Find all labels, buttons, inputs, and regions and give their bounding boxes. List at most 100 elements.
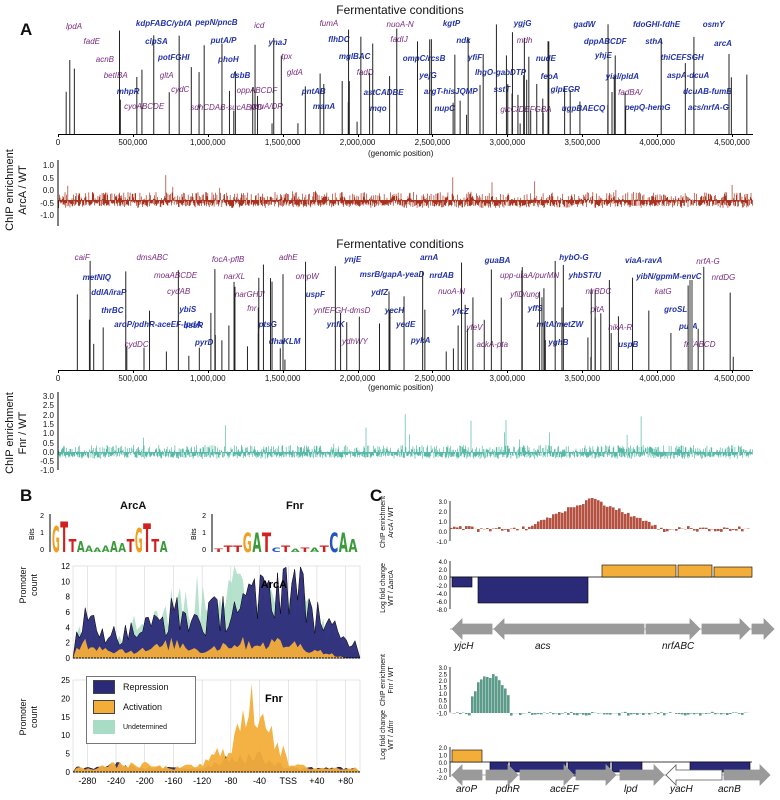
chip-bar	[468, 526, 471, 529]
arca-chip-signal	[57, 160, 753, 226]
axis-tick-label: 2,000,000	[339, 138, 376, 147]
logo-ytick: 0	[202, 547, 206, 554]
chip-bar	[537, 521, 540, 529]
chip-bar	[660, 712, 663, 713]
logo-letter: T	[233, 545, 243, 555]
y-tick-label: 0.0	[439, 530, 448, 536]
gene-label: uspB	[618, 339, 639, 349]
gene-label: yfeV	[466, 323, 483, 333]
legend-swatch	[93, 720, 115, 734]
chip-bar	[678, 713, 681, 715]
chip-bar	[612, 507, 615, 529]
gene-label: viaA-ravA	[625, 256, 663, 266]
gene-label: ydfZ	[371, 288, 389, 298]
gene-label: kdpFABC/ybfA	[135, 19, 192, 29]
legend-activation: Activation	[87, 697, 195, 717]
y-tick-label: 1.5	[42, 419, 54, 429]
gene-label: pykA	[410, 336, 431, 346]
chip-bar	[510, 713, 513, 716]
gene-label: potFGHI	[157, 53, 190, 63]
gene-label: ynfEFGH-dmsD	[313, 305, 371, 315]
gene-label: fumA	[319, 19, 339, 29]
chip-bar	[687, 713, 690, 715]
chip-bar	[465, 713, 468, 715]
gene-label: osmY	[702, 20, 725, 30]
gene-label: ompC/rcsB	[402, 54, 446, 64]
panel-b-label: B	[20, 486, 33, 505]
axis-tick-label: 3,000,000	[489, 374, 526, 383]
legend-swatch	[93, 680, 115, 694]
gene-label: ddlA/iraP	[91, 288, 127, 298]
gene-label: nrdDG	[711, 273, 736, 283]
y-tick-label: -1.0	[40, 211, 54, 220]
gene-arrow	[645, 618, 701, 640]
axis-tick-label: 4,000,000	[639, 374, 675, 383]
gene-label: yfiD/ung	[510, 289, 540, 299]
y-tick-label: 1.0	[439, 754, 448, 760]
logo-letter: G	[52, 520, 60, 561]
gene-label: acnB	[95, 54, 114, 64]
chip-bar	[471, 696, 474, 713]
gene-label: pyrD	[195, 337, 214, 347]
chip-bar	[585, 500, 588, 529]
y-tick-label: 2	[66, 639, 71, 648]
gene-arrow	[451, 618, 493, 640]
chip-bar	[600, 501, 603, 529]
chip-bar	[480, 528, 483, 529]
chip-bar	[621, 512, 624, 529]
gene-label: fadBA/	[618, 88, 643, 98]
chip-bar	[597, 500, 600, 529]
gene-arrow	[451, 764, 483, 786]
y-tick-label: 25	[61, 676, 70, 685]
chip-bar	[573, 713, 576, 715]
gene-label: msrB/gapA-yeaD	[359, 270, 425, 280]
chip-bar	[489, 529, 492, 532]
chip-bar	[720, 713, 723, 715]
ylabel-arca: ChIP enrichment ArcA / WT	[4, 149, 29, 231]
chip-bar	[627, 512, 630, 529]
chip-bar	[711, 711, 714, 713]
chip-bar	[501, 685, 504, 713]
gene-label-c: yjcH	[454, 641, 474, 652]
chart-title: ArcA	[261, 579, 287, 591]
axis-tick-label: 4,500,000	[714, 138, 750, 147]
bits-label: Bits	[29, 528, 36, 540]
chip-bar	[570, 507, 573, 529]
axis-line	[58, 134, 753, 135]
y-tick-label: 2.0	[439, 568, 448, 574]
chip-bar	[630, 713, 633, 715]
highlight-bar	[689, 280, 693, 370]
gene-label: mqo	[369, 104, 387, 114]
chip-bar	[561, 713, 564, 714]
gene-label: sstT	[493, 84, 511, 94]
gene-label: oppABCDF	[236, 85, 278, 95]
panel-a-title-top: Fermentative conditions	[336, 3, 464, 17]
chip-bar	[696, 529, 699, 532]
gene-label: ugpBAECQ	[561, 103, 606, 113]
gene-label: acs/nrfA-G	[687, 103, 729, 113]
chip-bar	[573, 507, 576, 529]
gene-label: moaABCDE	[153, 270, 198, 280]
y-tick-label: 2.0	[439, 510, 448, 516]
y-tick-label: 0.0	[439, 761, 448, 767]
axis-tick-label: 3,500,000	[564, 138, 601, 147]
y-tick-label: 2.0	[439, 746, 448, 752]
chip-bar	[669, 712, 672, 713]
gene-label-c: acnB	[718, 784, 741, 795]
chip-bar	[579, 713, 582, 714]
gene-label: ygjG	[513, 18, 532, 28]
chip-bar	[549, 518, 552, 529]
gene-label: dhaKLM	[268, 337, 301, 347]
y-tick-label: 5	[66, 750, 71, 759]
motif-fnr-title: Fnr	[286, 500, 304, 512]
gene-label: nrdAB	[429, 271, 454, 281]
chip-bar	[690, 528, 693, 529]
gene-label: argT-hisJQMP	[423, 86, 478, 96]
gene-label: groSL	[664, 304, 688, 314]
chip-bar	[675, 713, 678, 714]
chip-bar	[534, 713, 537, 715]
chip-bar	[459, 526, 462, 529]
gene-label: pepQ-hemG	[624, 103, 671, 113]
chip-bar	[576, 713, 579, 716]
chip-bar	[480, 679, 483, 713]
